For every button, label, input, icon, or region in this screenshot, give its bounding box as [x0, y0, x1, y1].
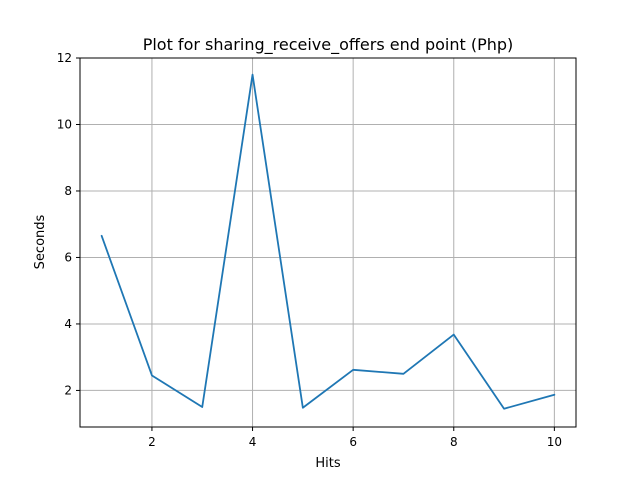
chart-title: Plot for sharing_receive_offers end poin… [143, 35, 514, 55]
series-layer [100, 73, 556, 410]
series-line-0 [100, 73, 556, 410]
y-axis-label: Seconds [33, 214, 48, 269]
y-tick-label-8: 8 [64, 184, 72, 198]
x-tick-label-4: 4 [249, 435, 257, 449]
x-tick-label-2: 2 [148, 435, 156, 449]
plot-frame [79, 57, 577, 428]
x-tick-label-6: 6 [349, 435, 357, 449]
y-tick-label-2: 2 [64, 383, 72, 397]
x-axis: 2 4 6 8 10 [148, 427, 562, 449]
x-tick-label-8: 8 [450, 435, 458, 449]
y-tick-label-4: 4 [64, 317, 72, 331]
y-tick-label-6: 6 [64, 250, 72, 264]
x-tick-label-10: 10 [547, 435, 562, 449]
y-axis: 2 4 6 8 10 12 [57, 51, 80, 397]
y-tick-label-10: 10 [57, 117, 72, 131]
x-axis-label: Hits [315, 456, 340, 471]
y-tick-label-12: 12 [57, 51, 72, 65]
